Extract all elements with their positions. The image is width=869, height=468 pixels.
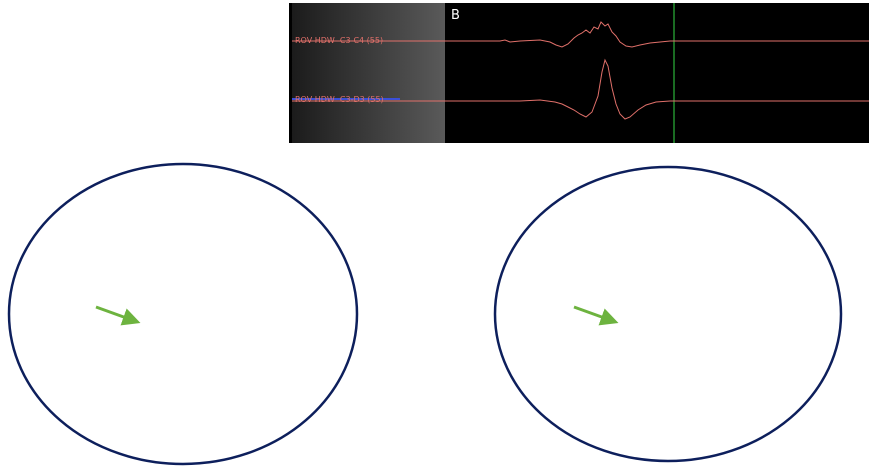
channel-label: ROV HDW C3-C4 (55) (295, 36, 383, 45)
arrow (574, 307, 610, 320)
panel-label: B (451, 8, 460, 23)
ellipse (495, 167, 841, 461)
figure: ROV HDW C3-C4 (55) ROV HDW C3-D3 (55) B (0, 0, 869, 468)
trace-panel: ROV HDW C3-C4 (55) ROV HDW C3-D3 (55) B (289, 3, 869, 143)
channel-label: ROV HDW C3-D3 (55) (295, 95, 384, 104)
page: {"panel_label": "B", "channels": ["ROV H… (0, 0, 869, 468)
arrow (96, 307, 132, 320)
label-area (289, 3, 445, 143)
panel-edge (289, 3, 292, 143)
ellipse (9, 164, 357, 464)
